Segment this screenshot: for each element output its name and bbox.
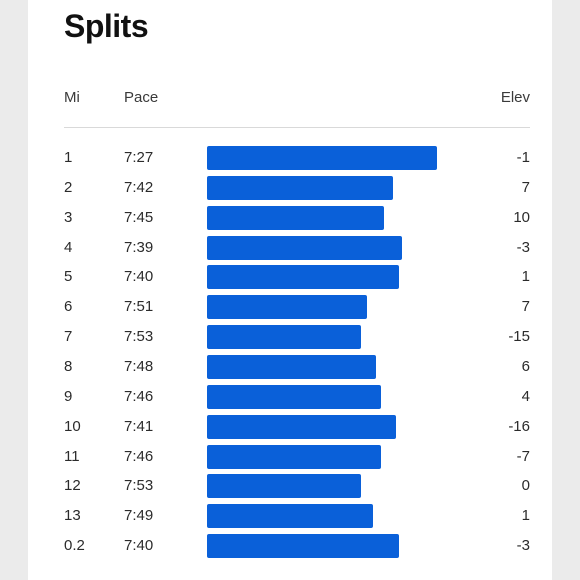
split-pace: 7:51	[124, 298, 154, 316]
split-row: 3 7:45 10	[0, 205, 580, 230]
split-row: 10 7:41 -16	[0, 414, 580, 439]
split-pace-bar	[207, 295, 367, 320]
split-elevation: 7	[521, 298, 530, 316]
split-elevation: -7	[516, 447, 530, 465]
split-mile: 5	[64, 268, 73, 286]
split-pace-bar	[207, 265, 399, 290]
split-row: 7 7:53 -15	[0, 325, 580, 350]
header-divider	[64, 127, 530, 128]
split-pace-bar	[207, 444, 382, 469]
split-mile: 9	[64, 387, 73, 405]
split-row: 0.2 7:40 -3	[0, 534, 580, 559]
split-pace-bar	[207, 474, 361, 499]
split-elevation: -1	[516, 149, 530, 166]
split-mile: 1	[64, 149, 73, 166]
split-pace-bar	[207, 354, 376, 379]
split-pace: 7:46	[124, 447, 154, 465]
split-mile: 12	[64, 477, 81, 495]
split-row: 2 7:42 7	[0, 175, 580, 200]
split-pace: 7:42	[124, 178, 154, 196]
split-elevation: -15	[508, 328, 530, 346]
split-elevation: 7	[521, 178, 530, 196]
split-pace-bar	[207, 384, 382, 409]
split-pace: 7:45	[124, 208, 154, 226]
split-pace: 7:39	[124, 238, 154, 256]
split-row: 12 7:53 0	[0, 474, 580, 499]
split-elevation: 6	[521, 357, 530, 375]
split-row: 8 7:48 6	[0, 354, 580, 379]
split-elevation: -3	[516, 238, 530, 256]
split-elevation: 10	[513, 208, 530, 226]
split-elevation: -3	[516, 537, 530, 555]
split-pace: 7:40	[124, 537, 154, 555]
split-pace: 7:49	[124, 507, 154, 525]
split-pace-bar	[207, 325, 361, 350]
split-row: 11 7:46 -7	[0, 444, 580, 469]
split-pace-bar	[207, 205, 385, 230]
header-mile: Mi	[64, 89, 80, 106]
split-mile: 6	[64, 298, 73, 316]
split-pace: 7:40	[124, 268, 154, 286]
split-elevation: 0	[521, 477, 530, 495]
split-pace-bar	[207, 534, 399, 559]
split-mile: 11	[64, 447, 80, 465]
header-elevation: Elev	[500, 89, 530, 106]
split-row: 4 7:39 -3	[0, 235, 580, 260]
split-pace-bar	[207, 175, 394, 200]
split-elevation: 1	[521, 507, 530, 525]
split-pace: 7:53	[124, 477, 154, 495]
split-pace: 7:41	[124, 417, 154, 435]
page-title: Splits	[64, 8, 149, 44]
split-mile: 4	[64, 238, 73, 256]
split-pace-bar	[207, 504, 373, 529]
split-pace: 7:53	[124, 328, 154, 346]
split-mile: 13	[64, 507, 81, 525]
split-pace-bar	[207, 235, 402, 260]
split-mile: 10	[64, 417, 81, 435]
split-mile: 0.2	[64, 537, 85, 555]
split-pace: 7:48	[124, 357, 154, 375]
split-row: 9 7:46 4	[0, 384, 580, 409]
split-pace: 7:46	[124, 387, 154, 405]
split-elevation: -16	[508, 417, 530, 435]
header-pace: Pace	[124, 89, 159, 106]
split-row: 13 7:49 1	[0, 504, 580, 529]
split-elevation: 4	[521, 387, 530, 405]
split-pace-bar	[207, 146, 437, 170]
split-mile: 2	[64, 178, 73, 196]
split-pace-bar	[207, 414, 397, 439]
split-mile: 7	[64, 328, 73, 346]
split-elevation: 1	[521, 268, 530, 286]
split-row: 6 7:51 7	[0, 295, 580, 320]
split-row: 5 7:40 1	[0, 265, 580, 290]
split-row: 1 7:27 -1	[0, 146, 580, 170]
split-mile: 3	[64, 208, 73, 226]
split-pace: 7:27	[124, 149, 154, 166]
split-mile: 8	[64, 357, 73, 375]
